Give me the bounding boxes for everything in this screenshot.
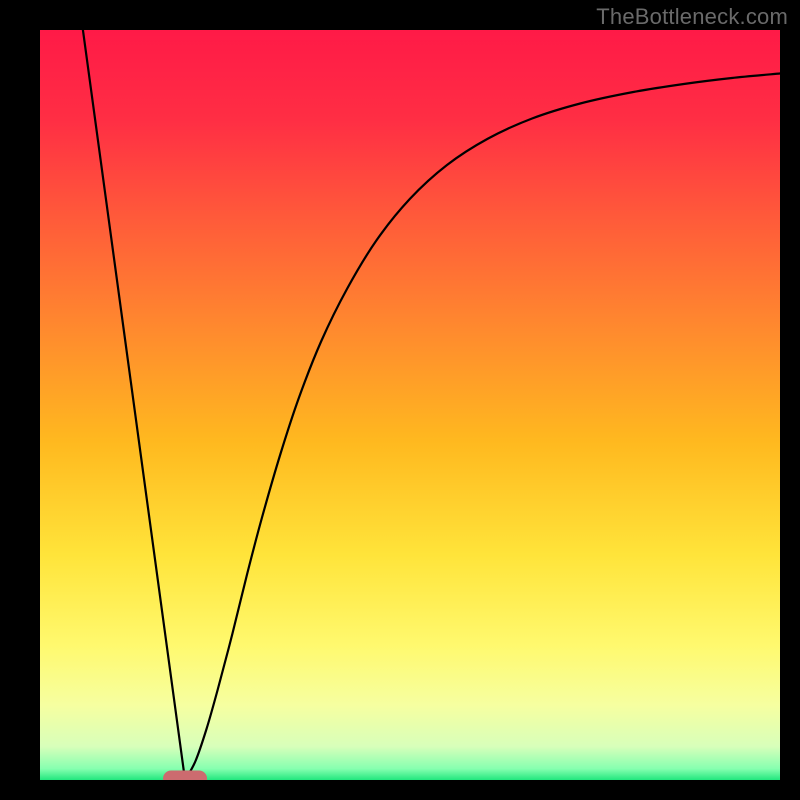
watermark-text: TheBottleneck.com — [596, 4, 788, 30]
chart-container: TheBottleneck.com — [0, 0, 800, 800]
bottleneck-chart — [0, 0, 800, 800]
chart-background-gradient — [40, 30, 780, 780]
